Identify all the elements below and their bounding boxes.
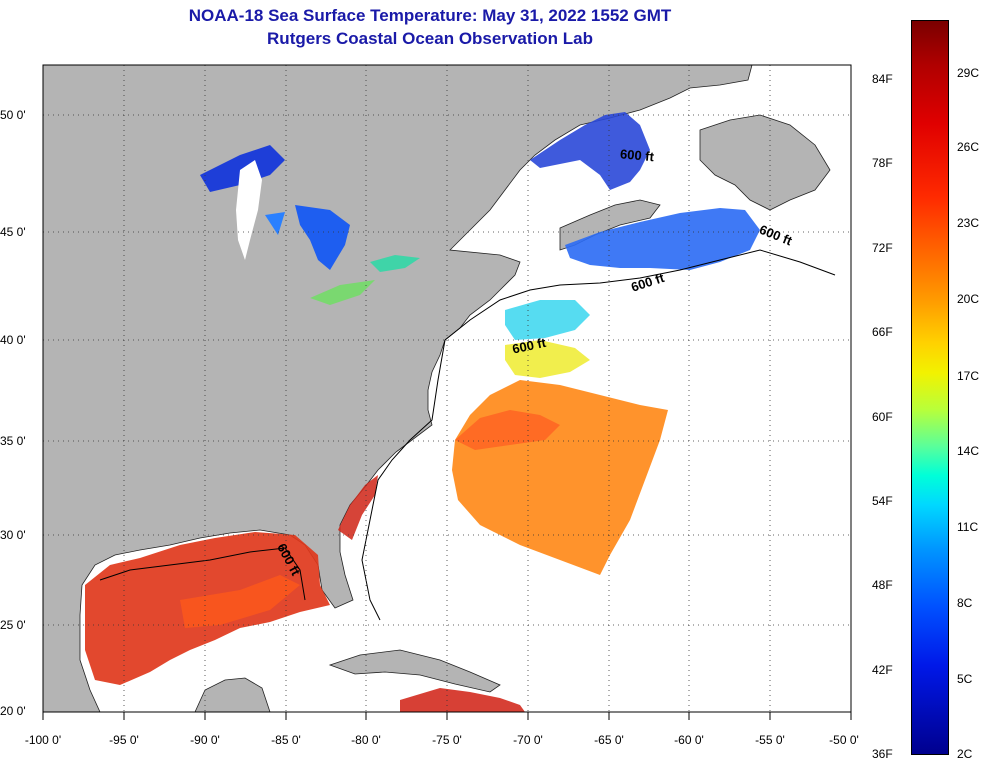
sst-florida-coast	[338, 475, 378, 540]
lon-label-80: -80 0'	[351, 733, 381, 747]
lat-label-50: 50 0'	[0, 108, 26, 122]
sst-caribbean	[400, 688, 525, 712]
temperature-colorbar	[911, 20, 949, 755]
contour-label-st-lawrence: 600 ft	[619, 146, 655, 164]
lon-label-95: -95 0'	[109, 733, 139, 747]
colorbar-f-72: 72F	[872, 241, 893, 255]
sst-south-of-new-england	[505, 300, 590, 340]
colorbar-f-84: 84F	[872, 72, 893, 86]
land-cuba	[328, 649, 501, 693]
lon-label-60: -60 0'	[674, 733, 704, 747]
lon-label-100: -100 0'	[24, 733, 62, 747]
map-title: NOAA-18 Sea Surface Temperature: May 31,…	[188, 6, 672, 25]
lon-label-65: -65 0'	[594, 733, 624, 747]
lon-label-75: -75 0'	[432, 733, 462, 747]
land-north-america	[43, 65, 753, 712]
colorbar-f-48: 48F	[872, 578, 893, 592]
map-subtitle: Rutgers Coastal Ocean Observation Lab	[267, 29, 593, 48]
colorbar-f-42: 42F	[872, 663, 893, 677]
colorbar-f-66: 66F	[872, 325, 893, 339]
lon-label-50: -50 0'	[829, 733, 859, 747]
colorbar-c-17: 17C	[957, 369, 980, 383]
colorbar-f-36: 36F	[872, 747, 893, 761]
sst-gulf-stream-core	[455, 410, 560, 450]
lon-label-55: -55 0'	[755, 733, 785, 747]
colorbar-f-78: 78F	[872, 156, 893, 170]
colorbar-c-20: 20C	[957, 292, 980, 306]
lon-label-90: -90 0'	[190, 733, 220, 747]
lon-label-70: -70 0'	[513, 733, 543, 747]
lat-label-35: 35 0'	[0, 434, 26, 448]
colorbar-c-11: 11C	[957, 520, 979, 534]
colorbar-c-8: 8C	[957, 596, 973, 610]
lat-label-45: 45 0'	[0, 225, 26, 239]
contour-label-mid-atlantic: 600 ft	[511, 335, 548, 357]
depth-contour-600ft	[444, 249, 836, 341]
sst-mid-atlantic-shelf	[505, 340, 590, 378]
lat-label-30: 30 0'	[0, 528, 26, 542]
map-ticks	[42, 712, 852, 720]
lat-label-25: 25 0'	[0, 618, 26, 632]
colorbar-f-54: 54F	[872, 494, 893, 508]
lat-label-40: 40 0'	[0, 333, 26, 347]
colorbar-c-29: 29C	[957, 66, 980, 80]
lon-label-85: -85 0'	[271, 733, 301, 747]
sst-gulf-streamer	[180, 575, 300, 628]
colorbar-f-60: 60F	[872, 410, 893, 424]
colorbar-c-14: 14C	[957, 444, 980, 458]
colorbar-c-5: 5C	[957, 672, 973, 686]
sst-st-lawrence	[530, 112, 650, 190]
colorbar-c-23: 23C	[957, 216, 980, 230]
lat-label-20: 20 0'	[0, 704, 26, 718]
land-newfoundland	[699, 114, 831, 211]
great-lakes	[200, 145, 420, 305]
colorbar-c-2: 2C	[957, 747, 973, 761]
colorbar-c-26: 26C	[957, 140, 980, 154]
sst-gulf-of-maine	[565, 208, 760, 270]
depth-contour-600ft-gulf	[99, 547, 306, 601]
